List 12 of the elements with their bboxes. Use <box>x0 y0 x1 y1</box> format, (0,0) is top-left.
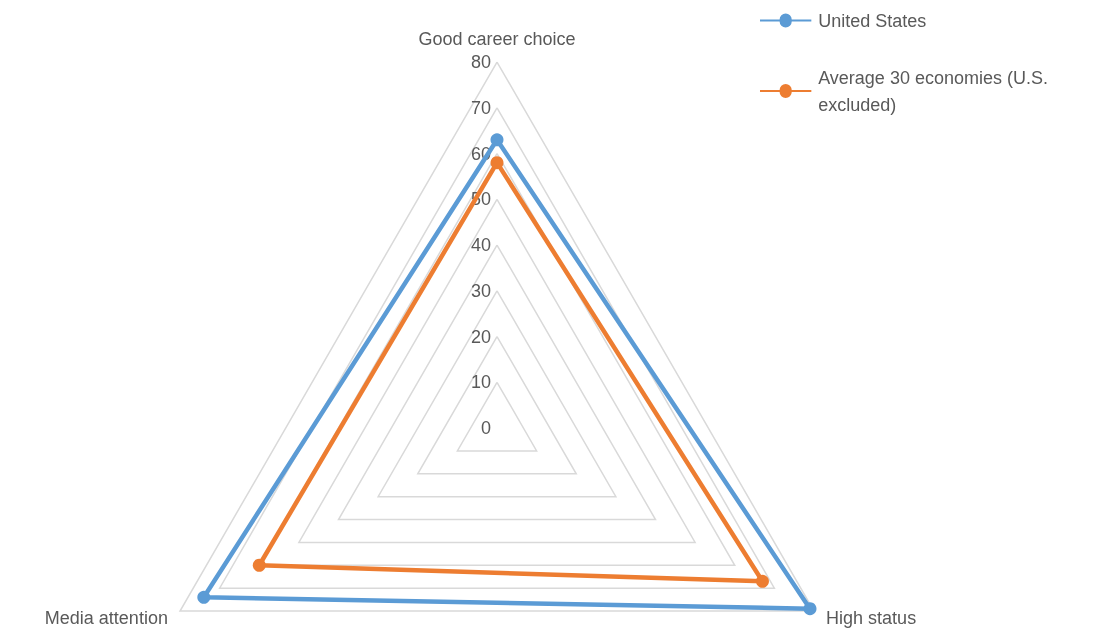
spoke-label: Good career choice <box>418 29 576 49</box>
spoke-label: Media attention <box>44 608 168 628</box>
legend-label: United States <box>818 10 927 31</box>
y-tick-label: 10 <box>470 372 491 393</box>
y-tick-label: 80 <box>470 52 491 72</box>
legend-label: Average 30 economies (U.S. excluded) <box>818 67 1053 115</box>
spoke-label: High status <box>826 608 917 628</box>
y-tick-label: 40 <box>470 235 491 255</box>
y-tick-label: 20 <box>470 326 491 347</box>
y-tick-label: 0 <box>480 418 491 438</box>
y-tick-label: 30 <box>470 280 491 301</box>
y-tick-label: 70 <box>470 97 491 118</box>
